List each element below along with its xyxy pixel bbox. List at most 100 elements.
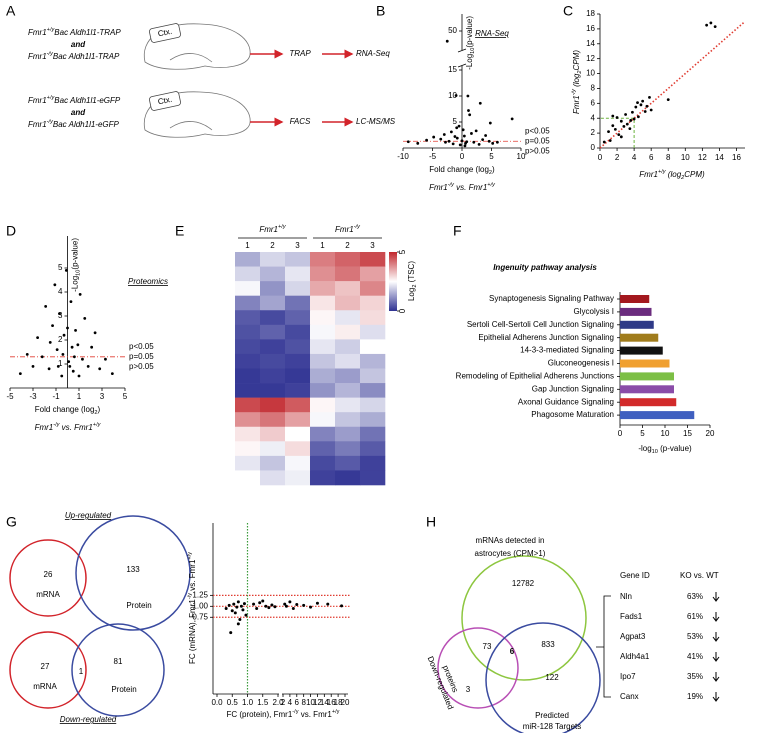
y-tick-label: 1.00 — [192, 601, 208, 610]
heatmap-cell — [235, 441, 261, 457]
x-tick-label: 18 — [334, 698, 343, 707]
data-point — [235, 605, 239, 609]
data-point — [608, 139, 612, 142]
bar — [620, 398, 677, 407]
heatmap-cell — [310, 252, 336, 267]
fold-change: 53% — [687, 632, 703, 641]
gene-id: Fads1 — [620, 612, 643, 621]
heatmap-cell — [310, 310, 336, 326]
heatmap-cell — [360, 324, 386, 340]
data-point — [40, 355, 44, 359]
gene-id: Canx — [620, 692, 639, 701]
data-point — [229, 631, 233, 635]
table-header: KO vs. WT — [680, 571, 719, 580]
set-name: Predicted — [535, 711, 569, 720]
heatmap-cell — [360, 455, 386, 471]
heatmap-cell — [335, 470, 361, 486]
heatmap-cell — [360, 295, 386, 311]
data-point — [77, 374, 81, 378]
x-axis-label-part: ) — [492, 165, 495, 174]
x-tick-label: 16 — [327, 698, 336, 707]
x-axis-label-part: FC (protein), Fmr1 — [227, 710, 293, 719]
x-axis-label-part: 10 — [652, 449, 658, 455]
heatmap-cell — [335, 441, 361, 457]
y-tick-label: 0.75 — [192, 612, 208, 621]
data-point — [622, 125, 626, 128]
data-point — [406, 140, 410, 144]
heatmap-cell — [335, 310, 361, 326]
data-point — [607, 130, 610, 134]
x-tick-label: 6 — [649, 153, 654, 162]
heatmap-cell — [235, 455, 261, 471]
data-point — [425, 138, 428, 142]
region-label: Ctx. — [157, 27, 173, 39]
data-point — [83, 317, 87, 320]
x-tick-label: 8 — [301, 698, 306, 707]
venn-label: Protein — [111, 685, 136, 694]
y-axis-label-part: (p-value) — [465, 16, 474, 48]
heatmap-cell — [260, 324, 286, 340]
data-point — [60, 374, 64, 378]
x-axis-label-part: 2 — [680, 175, 685, 181]
venn-count: 6 — [510, 647, 515, 656]
heatmap-cell — [260, 441, 286, 457]
data-point — [465, 140, 469, 144]
data-point — [36, 336, 39, 339]
y-axis-label-part: 10 — [470, 48, 476, 54]
data-point — [258, 601, 262, 605]
y-tick-label: 6 — [591, 98, 596, 107]
heatmap-cell — [310, 455, 336, 471]
fold-change: 61% — [687, 612, 703, 621]
genotype-part: +/y — [47, 95, 56, 101]
x-tick-label: 10 — [681, 153, 690, 162]
group-label: Fmr1-/y — [335, 224, 361, 234]
step-label: LC-MS/MS — [356, 117, 396, 126]
x-tick-label: 2 — [615, 153, 620, 162]
venn-count: 833 — [541, 640, 555, 649]
genotype-part: -/y — [47, 119, 54, 125]
y-axis-label-part: FC (mRNA), Fmr1 — [188, 599, 197, 664]
heatmap-cell — [285, 441, 311, 457]
data-point — [474, 129, 478, 133]
heatmap-cell — [285, 412, 311, 428]
heatmap-cell — [285, 295, 311, 311]
data-point — [244, 613, 248, 617]
data-point — [56, 365, 60, 368]
heatmap-cell — [260, 281, 286, 296]
threshold-line — [600, 117, 635, 148]
data-point — [454, 94, 458, 97]
data-point — [230, 609, 234, 613]
x-tick-label: 0 — [460, 152, 465, 161]
x-tick-label: 8 — [666, 153, 671, 162]
colorbar-label-part: 2 — [412, 285, 418, 288]
genotype: Fmr1-/yBac Aldh1l1-TRAP — [28, 51, 120, 61]
heatmap-cell — [260, 383, 286, 398]
heatmap-cell — [360, 353, 386, 369]
x-tick-label: 16 — [732, 153, 741, 162]
genotype-part: Fmr1 — [28, 28, 47, 37]
bar — [620, 359, 670, 368]
heatmap-cell — [285, 281, 311, 296]
data-point — [90, 345, 94, 349]
comparison-label-part: +/y — [487, 182, 496, 188]
bracket — [596, 595, 611, 698]
x-tick-label: 12 — [698, 153, 707, 162]
data-point — [666, 98, 670, 102]
venn-count: 81 — [114, 657, 123, 666]
data-point — [81, 357, 84, 361]
y-tick-label: 1.25 — [192, 590, 208, 599]
data-point — [270, 603, 274, 607]
x-tick-label: 6 — [295, 698, 300, 707]
y-axis-label: FC (mRNA), Fmr1-/y vs. Fmr1+/y — [187, 552, 197, 664]
data-point — [491, 141, 495, 145]
data-point — [261, 599, 265, 603]
fold-change: 35% — [687, 672, 703, 681]
data-point — [252, 602, 256, 606]
data-point — [613, 127, 617, 131]
heatmap-cell — [335, 324, 361, 340]
data-point — [478, 101, 482, 105]
heatmap-cell — [360, 412, 386, 428]
comparison-label-part: -/y — [53, 422, 60, 428]
y-tick-label: 8 — [591, 84, 596, 93]
heatmap-cell — [285, 252, 311, 267]
